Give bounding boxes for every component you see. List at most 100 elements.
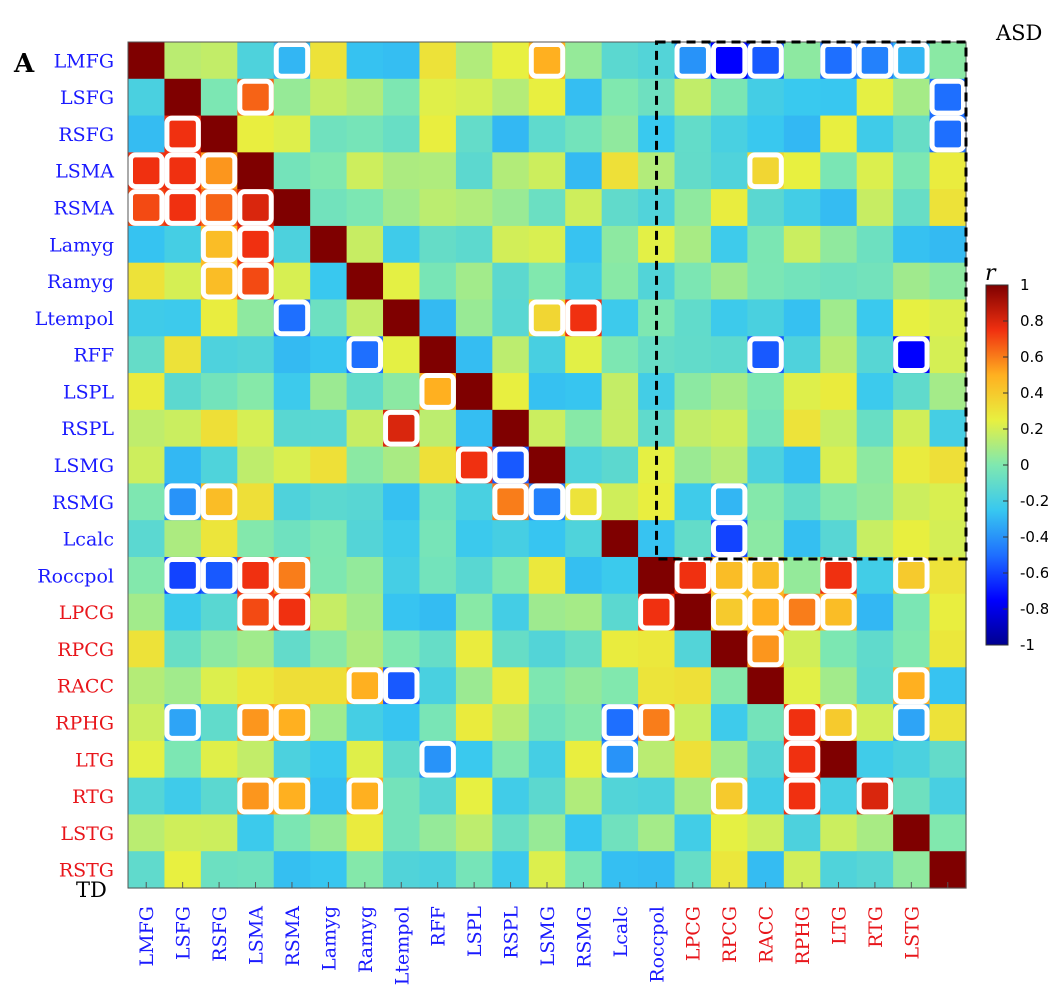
heatmap-cell xyxy=(856,78,894,117)
significant-cell xyxy=(419,373,456,410)
heatmap-cell xyxy=(310,189,348,227)
row-label: LSFG xyxy=(60,87,114,109)
heatmap-cell xyxy=(164,667,202,705)
heatmap-cell xyxy=(820,189,858,227)
heatmap-cell xyxy=(200,777,238,816)
significant-cell xyxy=(273,42,311,79)
heatmap-cell xyxy=(383,115,421,153)
heatmap-cell xyxy=(783,152,821,190)
heatmap-cell xyxy=(783,409,821,448)
heatmap-cell xyxy=(419,483,457,521)
heatmap-cell xyxy=(747,78,785,117)
heatmap-cell xyxy=(710,373,748,411)
column-label: RPCG xyxy=(719,906,741,963)
column-label: LSPL xyxy=(464,906,486,957)
row-label: Lcalc xyxy=(63,529,114,551)
row-label: RSPL xyxy=(61,418,114,440)
significant-cell xyxy=(164,115,201,153)
heatmap-cell xyxy=(710,299,748,337)
heatmap-cell xyxy=(383,152,421,190)
column-label: RSPL xyxy=(501,906,523,959)
heatmap-cell xyxy=(565,78,603,117)
heatmap-cell xyxy=(528,630,566,668)
heatmap-cell xyxy=(856,667,894,705)
heatmap-cell xyxy=(273,446,311,484)
heatmap-cell xyxy=(638,299,676,337)
heatmap-cell xyxy=(747,740,785,779)
heatmap-cell xyxy=(310,42,348,80)
heatmap-cell xyxy=(747,520,785,558)
heatmap-cell xyxy=(929,520,967,558)
heatmap-cell xyxy=(310,262,348,301)
heatmap-cell xyxy=(383,446,421,484)
heatmap-cell xyxy=(710,630,748,668)
heatmap-cell xyxy=(383,483,421,521)
heatmap-cell xyxy=(528,593,566,632)
heatmap-cell xyxy=(455,520,493,558)
colorbar-tick-label: 1 xyxy=(1020,276,1030,294)
heatmap-cell xyxy=(783,814,821,852)
significant-cell xyxy=(346,336,384,374)
significant-cell xyxy=(710,556,748,594)
heatmap-cell xyxy=(565,42,603,80)
heatmap-cell xyxy=(346,483,384,521)
heatmap-cell xyxy=(455,189,493,227)
significant-cell xyxy=(237,556,274,594)
heatmap-cell xyxy=(346,814,384,852)
heatmap-cell xyxy=(929,740,967,779)
heatmap-cell xyxy=(783,78,821,117)
significant-cell xyxy=(237,777,274,815)
significant-cell xyxy=(601,704,639,741)
heatmap-cell xyxy=(856,740,894,779)
column-label: RFF xyxy=(428,906,450,947)
heatmap-cell xyxy=(419,814,457,852)
x-tick-marks xyxy=(145,882,949,888)
significant-cell xyxy=(200,262,238,300)
heatmap-cell xyxy=(929,556,967,595)
heatmap-cell xyxy=(273,740,311,779)
heatmap-cell xyxy=(565,373,603,411)
column-label: RACC xyxy=(756,906,778,963)
row-label: RFF xyxy=(73,345,114,367)
heatmap-cell xyxy=(710,814,748,852)
significant-cell xyxy=(893,556,930,594)
heatmap-cell xyxy=(528,704,566,742)
row-label: Roccpol xyxy=(37,565,114,587)
heatmap-cell xyxy=(528,115,566,153)
heatmap-cell xyxy=(820,409,858,448)
column-label: Lamyg xyxy=(318,906,340,971)
heatmap-cell xyxy=(710,225,748,264)
heatmap-cell xyxy=(383,42,421,80)
row-label: LSMA xyxy=(55,161,114,183)
heatmap-cell xyxy=(310,556,348,595)
heatmap-cell xyxy=(419,152,457,190)
significant-cell xyxy=(346,667,384,705)
heatmap-cell xyxy=(419,42,457,80)
significant-cell xyxy=(929,115,967,153)
significant-cell xyxy=(164,704,201,741)
heatmap-cell xyxy=(710,667,748,705)
column-label: LMFG xyxy=(136,906,158,966)
significant-cell xyxy=(893,336,930,374)
heatmap-cell xyxy=(783,667,821,705)
heatmap-cell xyxy=(565,409,603,448)
heatmap-cell xyxy=(820,152,858,190)
row-label: RSMG xyxy=(52,492,114,514)
heatmap-cell xyxy=(346,556,384,595)
heatmap-cell xyxy=(528,520,566,558)
row-label: RPHG xyxy=(55,712,114,734)
heatmap-cell xyxy=(128,446,166,484)
heatmap-cell xyxy=(674,336,712,374)
significant-cell xyxy=(383,409,420,447)
heatmap-cell xyxy=(310,704,348,742)
heatmap-cell xyxy=(310,777,348,816)
significant-cell xyxy=(893,42,930,79)
heatmap-cell xyxy=(856,189,894,227)
significant-cell xyxy=(200,189,238,226)
heatmap-cell xyxy=(273,262,311,301)
heatmap-cell xyxy=(856,593,894,632)
heatmap-cell xyxy=(237,152,275,190)
heatmap-cell xyxy=(710,740,748,779)
heatmap-cell xyxy=(383,299,421,337)
significant-cell xyxy=(492,446,529,484)
